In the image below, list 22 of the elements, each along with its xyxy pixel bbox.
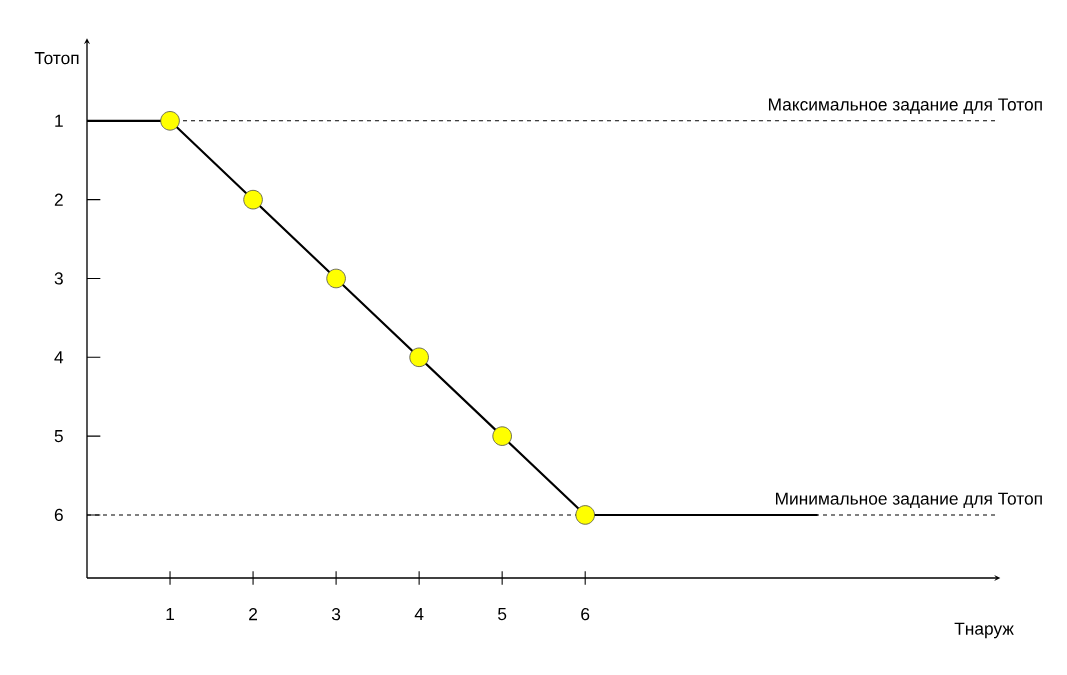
point	[160, 111, 180, 131]
x-tick-label: 5	[498, 608, 507, 621]
x-tick-label: 4	[414, 608, 424, 620]
x-tick-label: 6	[581, 608, 590, 621]
y-tick-label: 6	[54, 508, 63, 522]
ref-line-label: Минимальное задание для Тотоп	[776, 492, 1042, 509]
y-tick-label: 4	[54, 351, 64, 364]
x-tick-label: 1	[166, 608, 175, 620]
y-tick-label: 1	[55, 114, 63, 127]
x-axis-title: Тнаруж	[954, 622, 1014, 639]
y-tick-label: 5	[54, 430, 63, 443]
point	[575, 505, 595, 525]
point	[326, 268, 346, 289]
y-tick-label: 2	[54, 193, 63, 206]
x-tick-label: 3	[331, 608, 341, 621]
point	[409, 347, 429, 368]
ref-line-label: Максимальное задание для Тотоп	[768, 98, 1042, 114]
point	[243, 189, 263, 210]
y-tick-label: 3	[54, 272, 63, 285]
x-tick-label: 2	[249, 608, 257, 621]
point	[492, 426, 512, 446]
y-axis-title: Тотоп	[34, 52, 79, 65]
